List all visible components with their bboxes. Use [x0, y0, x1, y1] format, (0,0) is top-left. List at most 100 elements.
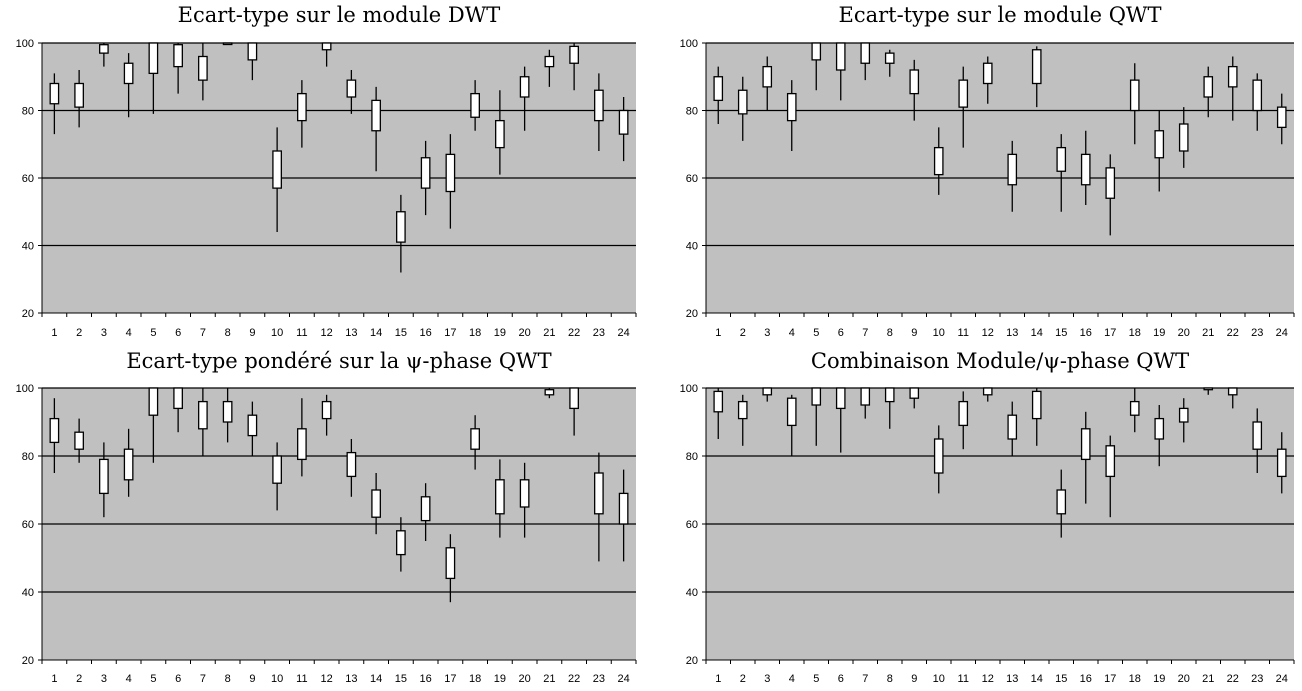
x-tick-label-3: 3 — [764, 673, 770, 685]
box-6 — [173, 387, 183, 410]
x-tick-label-8: 8 — [887, 673, 893, 685]
x-tick-label-16: 16 — [1080, 673, 1092, 685]
candle-2 — [74, 70, 84, 128]
box-14 — [371, 489, 381, 518]
box-24 — [618, 492, 629, 525]
box-7 — [860, 387, 871, 406]
x-tick-label-9: 9 — [911, 327, 917, 339]
candle-4 — [123, 53, 134, 118]
candle-13 — [1007, 401, 1018, 456]
candle-1 — [713, 388, 724, 439]
x-tick-label-10: 10 — [271, 327, 283, 339]
chart-title: Ecart-type sur le module QWT — [838, 3, 1161, 27]
box-7 — [198, 400, 208, 430]
box-23 — [1252, 421, 1263, 450]
chart-panel-2: Ecart-type sur le module QWT 20 40 60 80 100 1… — [680, 3, 1295, 339]
x-tick-label-22: 22 — [568, 327, 580, 339]
x-tick-label-2: 2 — [740, 327, 746, 339]
x-tick-label-6: 6 — [838, 327, 844, 339]
candle-10 — [272, 127, 282, 232]
box-5 — [148, 42, 159, 75]
x-tick-label-13: 13 — [1006, 673, 1018, 685]
x-tick-label-15: 15 — [395, 327, 407, 339]
candle-24 — [1276, 432, 1287, 494]
candle-21 — [544, 49, 555, 87]
box-19 — [1154, 130, 1165, 159]
candle-17 — [1105, 154, 1116, 236]
candle-8 — [884, 387, 895, 429]
x-tick-label-13: 13 — [1006, 327, 1018, 339]
box-22 — [569, 45, 579, 64]
x-tick-label-15: 15 — [1055, 327, 1067, 339]
x-tick-label-17: 17 — [444, 327, 456, 339]
candle-17 — [445, 134, 456, 229]
box-17 — [445, 547, 456, 580]
box-21 — [1203, 387, 1214, 391]
candle-20 — [1178, 107, 1189, 168]
box-19 — [1154, 417, 1165, 440]
x-tick-label-6: 6 — [838, 673, 844, 685]
x-tick-label-2: 2 — [76, 327, 82, 339]
y-tick-label-80: 80 — [686, 106, 698, 118]
box-12 — [982, 62, 993, 85]
x-tick-label-7: 7 — [862, 673, 868, 685]
x-tick-label-24: 24 — [618, 327, 630, 339]
candle-4 — [786, 80, 797, 151]
y-tick-label-20: 20 — [22, 308, 34, 320]
box-2 — [74, 431, 84, 450]
box-9 — [247, 42, 258, 61]
box-18 — [1129, 79, 1140, 112]
box-1 — [713, 76, 724, 102]
box-4 — [123, 62, 134, 85]
candle-23 — [594, 73, 604, 151]
box-10 — [272, 455, 282, 484]
candle-13 — [1007, 140, 1018, 212]
box-11 — [958, 79, 969, 108]
candle-23 — [594, 452, 604, 562]
candle-23 — [1252, 73, 1263, 131]
x-tick-label-24: 24 — [618, 673, 630, 685]
y-tick-label-40: 40 — [22, 241, 34, 253]
candle-11 — [297, 398, 307, 477]
y-tick-label-100: 100 — [16, 383, 34, 395]
box-7 — [198, 55, 208, 81]
box-16 — [420, 496, 431, 522]
x-tick-label-22: 22 — [1227, 327, 1239, 339]
x-tick-label-23: 23 — [1251, 327, 1263, 339]
box-15 — [1056, 489, 1067, 515]
candle-24 — [618, 97, 629, 162]
box-2 — [737, 89, 748, 115]
box-8 — [884, 52, 895, 64]
x-tick-label-21: 21 — [1202, 673, 1214, 685]
box-6 — [173, 44, 183, 68]
box-12 — [982, 387, 993, 396]
x-tick-label-2: 2 — [76, 673, 82, 685]
candle-1 — [49, 73, 60, 135]
box-23 — [1252, 79, 1263, 112]
box-9 — [909, 69, 920, 95]
x-tick-label-15: 15 — [395, 673, 407, 685]
box-18 — [1129, 400, 1140, 416]
x-tick-label-19: 19 — [494, 327, 506, 339]
candle-1 — [713, 66, 724, 124]
box-1 — [49, 82, 60, 105]
x-tick-label-20: 20 — [1178, 327, 1190, 339]
chart-title: Combinaison Module/ψ-phase QWT — [811, 349, 1189, 373]
box-21 — [1203, 76, 1214, 98]
y-tick-label-40: 40 — [22, 587, 34, 599]
x-tick-label-4: 4 — [789, 673, 795, 685]
candle-16 — [1080, 130, 1091, 205]
x-tick-label-21: 21 — [543, 673, 555, 685]
x-tick-label-12: 12 — [982, 327, 994, 339]
box-14 — [1031, 49, 1042, 85]
candle-22 — [1227, 387, 1238, 409]
box-9 — [909, 387, 920, 399]
candle-20 — [519, 462, 530, 538]
y-tick-label-60: 60 — [22, 519, 34, 531]
candle-8 — [222, 388, 233, 443]
candle-2 — [737, 76, 748, 141]
x-tick-label-12: 12 — [321, 327, 333, 339]
candle-19 — [1154, 110, 1165, 192]
candle-22 — [569, 43, 579, 91]
x-tick-label-14: 14 — [1031, 673, 1043, 685]
